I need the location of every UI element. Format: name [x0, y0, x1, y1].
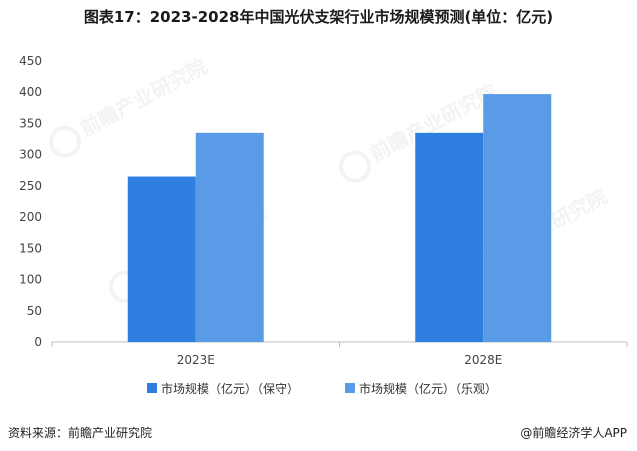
y-tick-label: 150	[19, 241, 42, 255]
y-tick-label: 250	[19, 179, 42, 193]
y-tick-label: 300	[19, 148, 42, 162]
bar-2023E-series2	[195, 132, 264, 342]
y-tick-label: 200	[19, 210, 42, 224]
y-tick-label: 450	[19, 54, 42, 68]
x-tick-label: 2028E	[464, 353, 502, 367]
bar-2028E-series2	[483, 94, 552, 343]
y-tick-label: 400	[19, 85, 42, 99]
y-tick-label: 100	[19, 273, 42, 287]
y-tick-label: 0	[34, 335, 42, 349]
legend-label-series1: 市场规模（亿元）（保守）	[161, 381, 299, 396]
x-tick-label: 2023E	[177, 353, 215, 367]
legend-swatch-series1	[147, 383, 157, 393]
bar-2028E-series1	[415, 132, 484, 342]
y-tick-label: 350	[19, 116, 42, 130]
legend-label-series2: 市场规模（亿元）（乐观）	[359, 381, 497, 396]
y-tick-label: 50	[27, 304, 42, 318]
brand-credit: @前瞻经济学人APP	[520, 426, 627, 440]
legend-swatch-series2	[345, 383, 355, 393]
chart-title: 图表17：2023-2028年中国光伏支架行业市场规模预测(单位：亿元)	[83, 8, 554, 26]
source-note: 资料来源：前瞻产业研究院	[8, 426, 153, 440]
bar-2023E-series1	[127, 176, 196, 342]
